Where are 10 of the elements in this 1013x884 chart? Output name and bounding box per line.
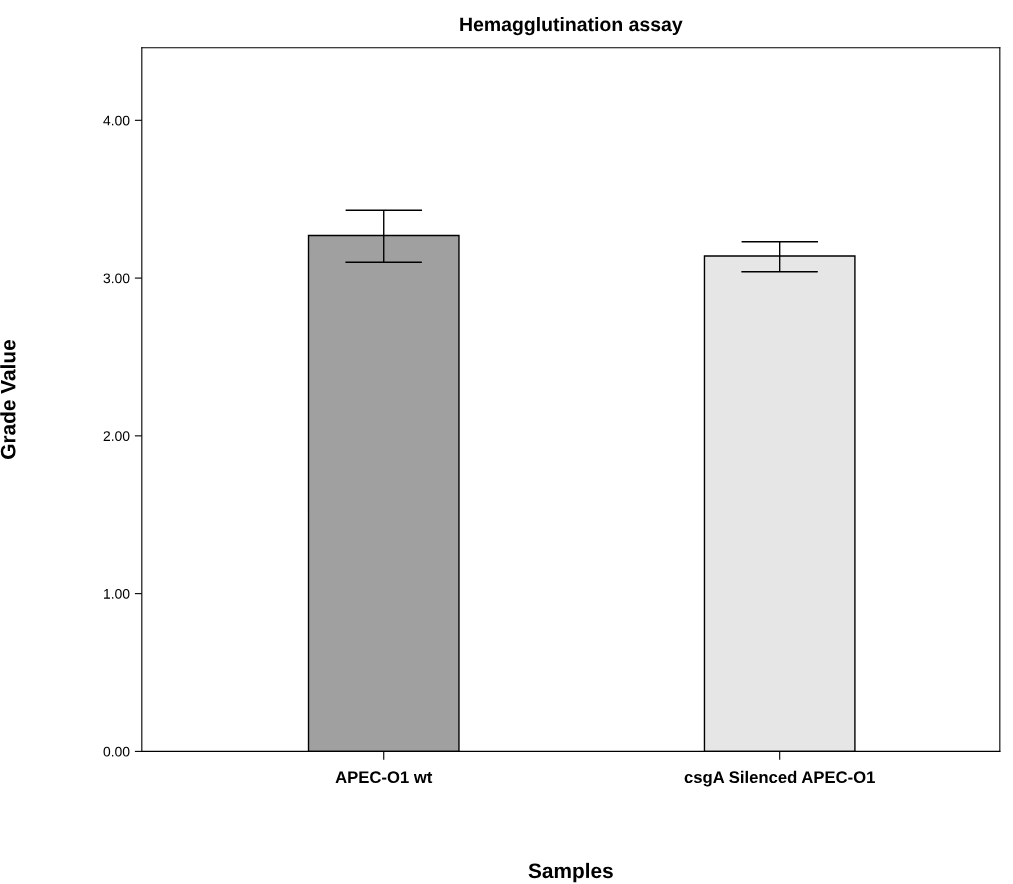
y-tick-label: 0.00: [103, 746, 130, 757]
y-tick-label: 3.00: [103, 273, 130, 284]
x-tick-label: APEC-O1 wt: [335, 771, 433, 784]
y-tick-label: 4.00: [103, 115, 130, 126]
y-tick-label: 1.00: [104, 588, 130, 599]
x-axis-title: Samples: [528, 862, 613, 883]
y-axis-title: Grade Value: [0, 340, 16, 459]
y-tick-label: 2.00: [103, 431, 130, 442]
x-tick-label: csgA Silenced APEC-O1: [684, 770, 875, 787]
chart-title: Hemagglutination assay: [460, 16, 683, 36]
